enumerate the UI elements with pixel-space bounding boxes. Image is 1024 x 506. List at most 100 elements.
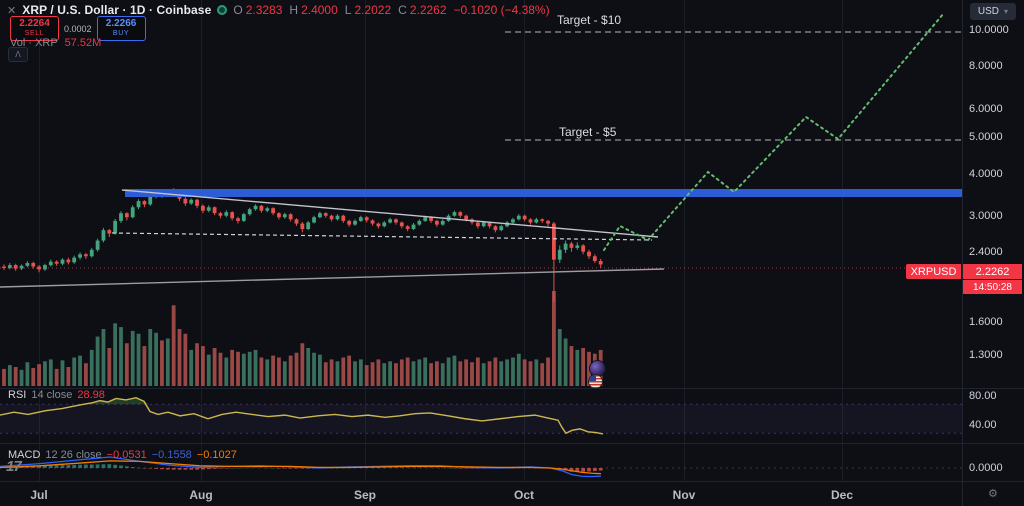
price-axis-label: 1.3000	[969, 349, 1003, 361]
candle-body	[66, 259, 71, 263]
candle-body	[189, 199, 194, 204]
volume-bar	[72, 357, 77, 386]
candle-body	[183, 198, 188, 204]
rsi-legend[interactable]: RSI 14 close 28.98	[8, 389, 105, 401]
macd-histogram-bar	[440, 467, 445, 469]
volume-bar	[66, 367, 71, 386]
target-10-label[interactable]: Target - $10	[557, 13, 622, 27]
macd-histogram-bar	[329, 468, 334, 469]
sell-label: SELL	[24, 29, 45, 37]
macd-histogram-bar	[288, 468, 293, 469]
price-axis[interactable]: 10.0000 8.0000 6.0000 5.0000 4.0000 3.0000 2.4…	[962, 0, 1024, 481]
macd-histogram-bar	[37, 465, 41, 468]
macd-histogram-bar	[119, 465, 123, 468]
volume-legend[interactable]: Vol · XRP 57.52M	[10, 37, 101, 49]
volume-bar	[300, 343, 305, 386]
volume-bar	[142, 346, 147, 386]
candle-body	[247, 209, 252, 215]
candle-body	[499, 226, 504, 231]
macd-histogram-bar	[446, 467, 451, 469]
candle-body	[341, 215, 346, 221]
macd-histogram-bar	[411, 467, 416, 468]
sell-button[interactable]: 2.2264 SELL	[10, 16, 59, 41]
volume-bar	[399, 359, 404, 386]
macd-legend[interactable]: MACD 12 26 close −0.0531 −0.1558 −0.1027	[8, 449, 237, 461]
candle-body	[2, 266, 6, 268]
volume-bar	[446, 357, 451, 386]
volume-bar	[224, 357, 229, 386]
candle-body	[435, 220, 439, 225]
candle-body	[136, 201, 141, 208]
volume-bar	[119, 327, 123, 386]
candle-body	[487, 222, 492, 227]
macd-histogram-bar	[84, 464, 88, 468]
close-icon[interactable]: ✕	[7, 4, 17, 17]
change-value: −0.1020 (−4.38%)	[453, 3, 550, 17]
tradingview-logo[interactable]: 17	[6, 458, 22, 475]
market-status-icon[interactable]	[217, 5, 228, 15]
volume-bar	[277, 357, 281, 386]
candle-body	[195, 199, 199, 206]
volume-bar	[353, 361, 357, 386]
candle-body	[95, 240, 100, 250]
axis-settings-icon[interactable]: ⚙	[988, 488, 998, 500]
macd-histogram-bar	[189, 468, 194, 470]
price-badge-value: 2.2262	[963, 264, 1022, 279]
price-axis-label: 4.0000	[969, 168, 1003, 180]
flag-sticker-icon[interactable]	[588, 374, 603, 389]
volume-bar	[505, 359, 509, 386]
macd-layer	[0, 456, 962, 478]
volume-bar	[499, 361, 504, 386]
low-label: L	[344, 3, 352, 17]
volume-bar	[241, 353, 246, 386]
volume-bar	[435, 361, 439, 386]
volume-bar	[201, 346, 205, 386]
rsi-overbought-fill	[86, 397, 149, 405]
volume-bar	[411, 361, 416, 386]
macd-histogram-bar	[124, 466, 129, 468]
time-axis-label: Dec	[830, 488, 854, 502]
volume-bar	[271, 355, 275, 386]
time-axis-label: Sep	[353, 488, 377, 502]
candle-body	[587, 251, 591, 257]
price-axis-label: 2.4000	[969, 246, 1003, 258]
volume-bar	[265, 359, 270, 386]
candle-body	[382, 222, 387, 227]
volume-bar	[318, 354, 322, 386]
volume-bar	[481, 363, 486, 386]
symbol-title[interactable]: XRP / U.S. Dollar · 1D · Coinbase	[22, 3, 212, 17]
volume-bar	[323, 362, 328, 386]
volume-bar	[587, 351, 591, 386]
macd-histogram-bar	[581, 468, 586, 472]
currency-dropdown[interactable]: USD ▾	[969, 3, 1016, 20]
time-axis-label: Jul	[30, 488, 48, 502]
collapse-legend-button[interactable]: ᐱ	[8, 47, 28, 62]
candle-body	[581, 245, 586, 252]
volume-bar	[84, 363, 88, 386]
macd-hist-value: −0.0531	[106, 449, 147, 461]
macd-histogram-bar	[598, 468, 603, 471]
resistance-band	[125, 189, 962, 197]
candle-body	[212, 207, 217, 214]
buy-button[interactable]: 2.2266 BUY	[96, 16, 146, 41]
rsi-line	[0, 396, 604, 435]
close-value: 2.2262	[409, 3, 447, 17]
candle-body	[353, 220, 357, 225]
time-axis[interactable]: Jul Aug Sep Oct Nov Dec	[0, 481, 1024, 506]
target-5-label[interactable]: Target - $5	[559, 125, 617, 139]
candle-body	[201, 205, 205, 211]
volume-bar	[37, 364, 41, 386]
candle-body	[552, 223, 556, 260]
macd-signal-line	[0, 460, 602, 475]
volume-bar	[370, 362, 375, 386]
macd-histogram-bar	[25, 466, 30, 468]
candle-body	[294, 219, 299, 224]
candle-body	[119, 213, 123, 221]
macd-histogram-bar	[142, 468, 147, 469]
volume-bar	[189, 349, 194, 386]
chevron-up-icon: ᐱ	[15, 50, 21, 59]
price-axis-label: 0.0000	[969, 462, 1003, 474]
macd-histogram-bar	[399, 467, 404, 468]
macd-histogram-bar	[470, 468, 474, 469]
